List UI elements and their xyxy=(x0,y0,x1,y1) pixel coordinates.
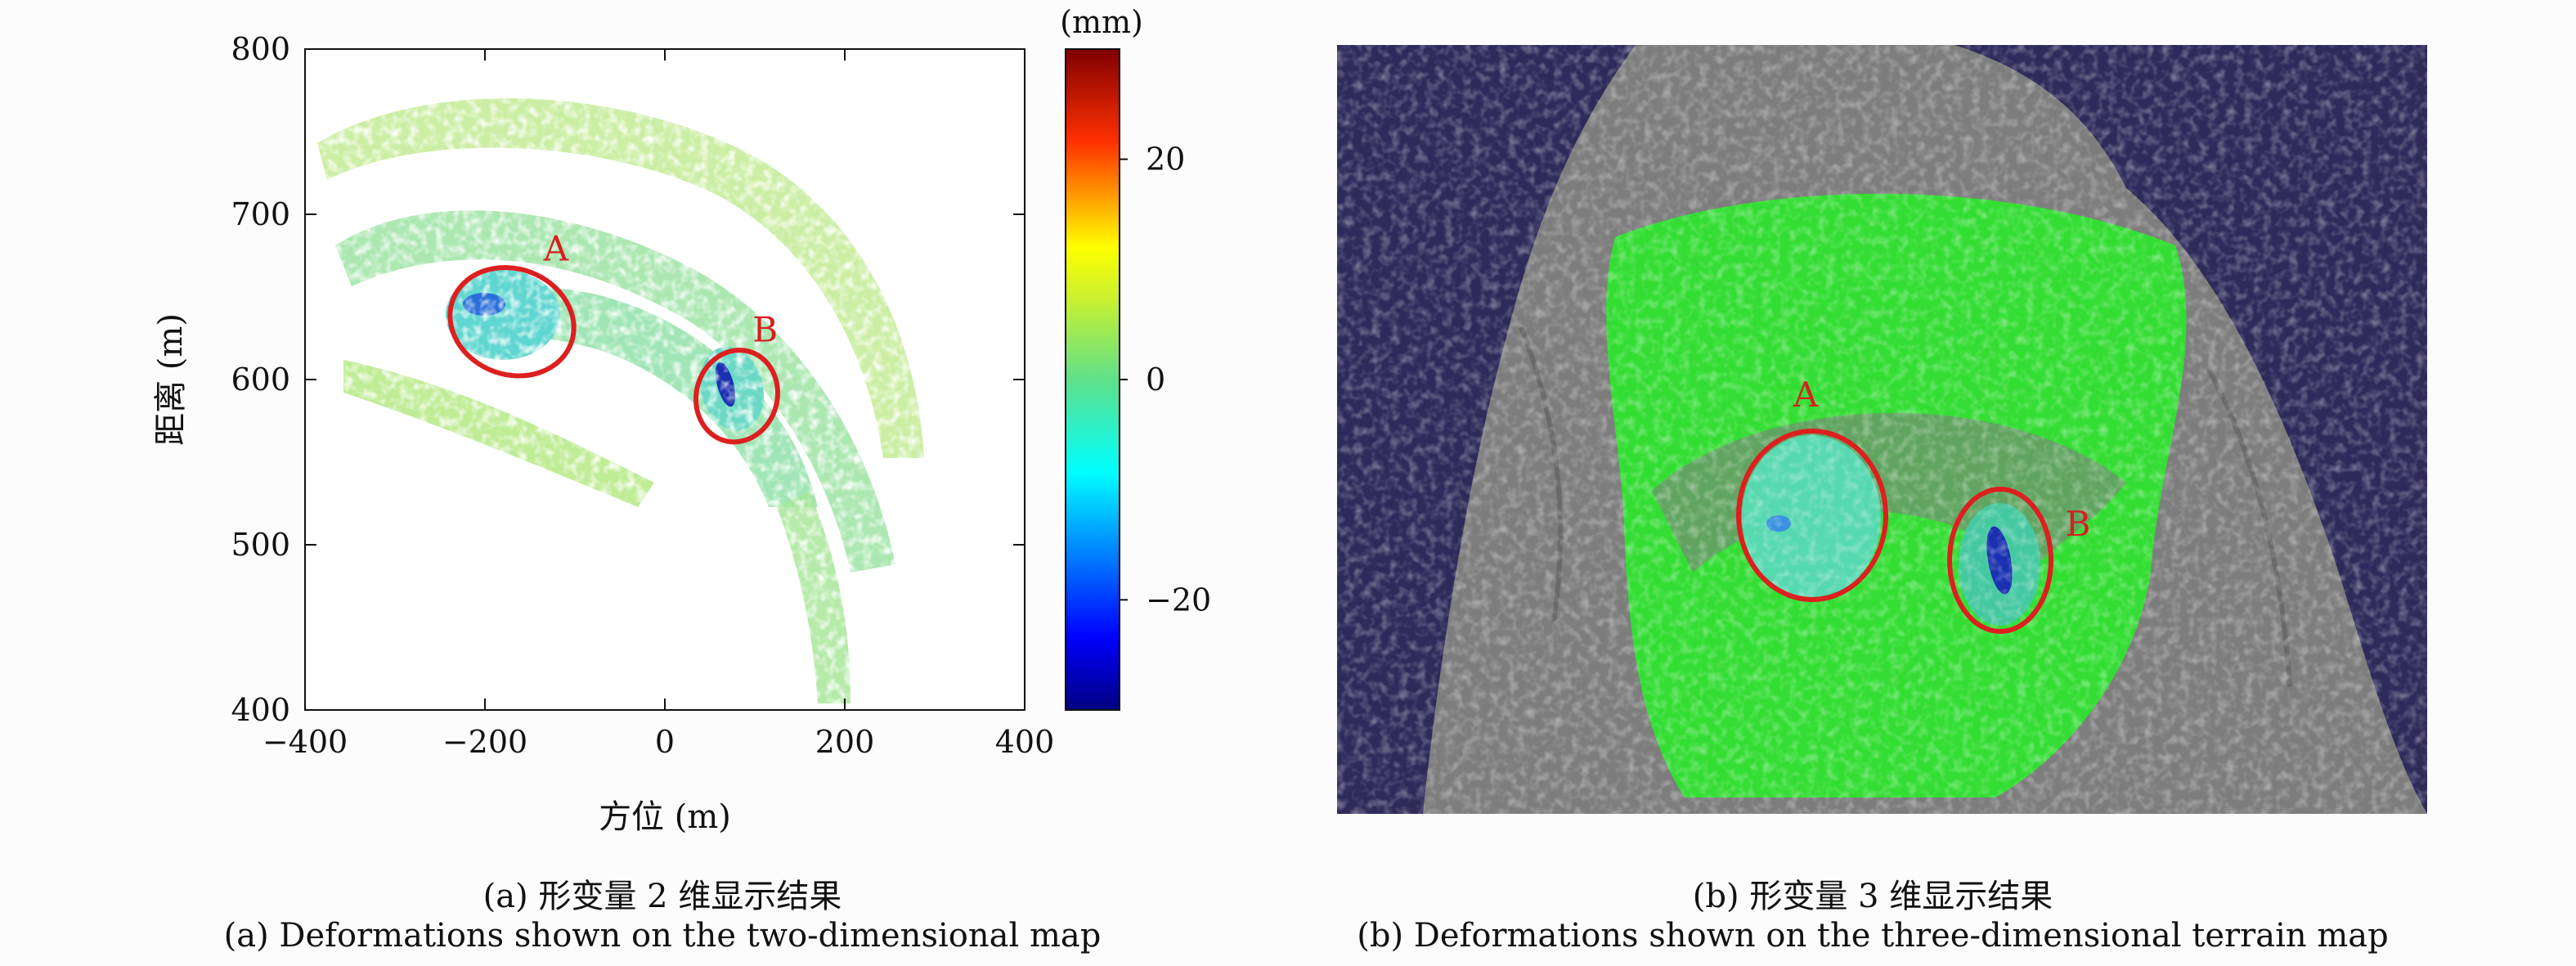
annotations: AB xyxy=(447,229,781,445)
annotation-ellipse-b xyxy=(693,348,781,445)
y-tick-label: 600 xyxy=(231,362,290,398)
y-tick-label: 800 xyxy=(231,31,290,67)
colorbar-tick-label: −20 xyxy=(1146,582,1211,618)
annotation-label-b: B xyxy=(752,310,778,350)
caption-a-zh: (a) 形变量 2 维显示结果 xyxy=(482,878,842,915)
annotation-ellipse-a xyxy=(1736,429,1888,602)
panel-b-3d-terrain: A B xyxy=(1337,45,2427,814)
y-tick-label: 700 xyxy=(231,196,290,232)
y-axis-title: 距离 (m) xyxy=(152,313,190,446)
y-tick-label: 500 xyxy=(231,527,290,563)
annotation-label-a: A xyxy=(543,229,569,269)
colorbar-tick-label: 20 xyxy=(1146,142,1185,177)
x-tick-label: 200 xyxy=(815,724,875,760)
colorbar: (mm) 20 0 −20 xyxy=(1060,4,1211,711)
x-tick-label: 400 xyxy=(995,724,1055,760)
x-tick-label: 0 xyxy=(655,724,675,760)
x-axis-title: 方位 (m) xyxy=(599,798,731,836)
x-tick-label: −200 xyxy=(442,724,527,760)
x-tick-label: −400 xyxy=(263,724,348,760)
y-axis: 400 500 600 700 800 xyxy=(231,31,1025,728)
colorbar-gradient xyxy=(1065,48,1120,711)
annotation-ellipse-b xyxy=(1947,487,2053,634)
caption-b-en: (b) Deformations shown on the three-dime… xyxy=(1357,917,2389,955)
y-tick-label: 400 xyxy=(231,692,290,728)
colorbar-unit: (mm) xyxy=(1060,4,1143,40)
annotation-ellipse-a xyxy=(447,265,577,379)
colorbar-ticks: 20 0 −20 xyxy=(1120,142,1211,618)
x-axis: −400 −200 0 200 400 xyxy=(263,49,1054,760)
deformation-field xyxy=(305,49,1025,710)
annotation-label-a: A xyxy=(1793,375,1819,415)
colorbar-tick-label: 0 xyxy=(1146,362,1165,398)
annotation-label-b: B xyxy=(2066,504,2091,544)
caption-b-zh: (b) 形变量 3 维显示结果 xyxy=(1692,878,2053,915)
caption-a-en: (a) Deformations shown on the two-dimens… xyxy=(223,917,1102,955)
